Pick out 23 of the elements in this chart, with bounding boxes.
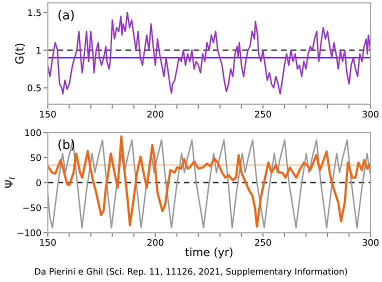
x-tick-label: 150 <box>40 110 56 118</box>
y-tick-label: −100 <box>18 229 41 236</box>
x-tick-label: 300 <box>362 239 379 246</box>
text: (b) <box>58 140 74 151</box>
y-tick-label: 0.5 <box>28 84 41 92</box>
y-tick-label: 1 <box>36 47 41 54</box>
x-axis-title: time (yr) <box>185 248 232 258</box>
y-tick-label: 100 <box>25 129 41 136</box>
x-tick-label: 250 <box>254 110 271 118</box>
y-axis-title: Ψ$_{I}$ <box>4 177 15 188</box>
y-tick-label: 0 <box>36 179 41 186</box>
x-tick-label: 150 <box>40 239 56 246</box>
x-tick-label: 250 <box>254 239 271 246</box>
y-axis-title: G(t) <box>15 44 25 64</box>
x-tick-label: 300 <box>362 110 379 118</box>
y-tick-label: 1.5 <box>28 9 41 16</box>
text: (a) <box>58 10 74 22</box>
line-series <box>48 12 371 95</box>
y-tick-label: −50 <box>23 204 41 212</box>
x-tick-label: 200 <box>147 239 164 246</box>
text: Da Pierini e Ghil (Sci. Rep. 11, 11126, 2021, Supplementary Information) <box>35 268 347 276</box>
y-tick-label: 50 <box>30 154 41 162</box>
x-tick-label: 200 <box>147 110 164 118</box>
